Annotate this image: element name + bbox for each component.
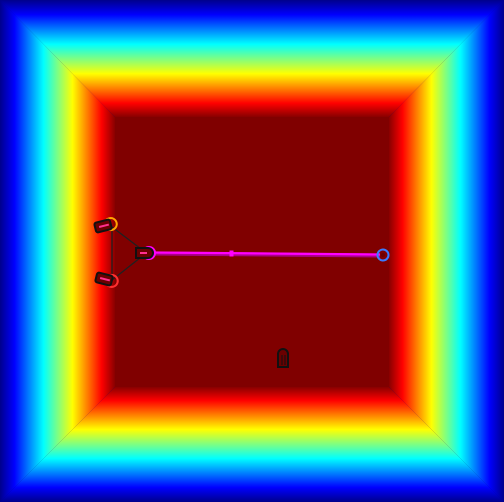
agent-upper-left[interactable] <box>93 217 118 234</box>
arena-edge-left <box>0 0 116 502</box>
arena-edge-top <box>0 0 504 118</box>
agent-hub[interactable] <box>135 246 156 260</box>
arena-edge-right <box>388 0 504 502</box>
rope-knot <box>229 250 234 257</box>
ring-icon <box>376 248 390 262</box>
agent-upper-left-marker <box>98 223 110 228</box>
agent-lower-left-marker <box>99 277 111 282</box>
agent-lower-left[interactable] <box>94 271 119 288</box>
rope-anchor[interactable] <box>376 248 390 262</box>
arena-edge-bottom <box>0 386 504 502</box>
rope-line <box>151 251 381 256</box>
capsule-obstacle <box>277 348 289 368</box>
rope <box>151 250 381 258</box>
capsule-icon <box>277 348 289 368</box>
anchor-core <box>381 253 385 257</box>
